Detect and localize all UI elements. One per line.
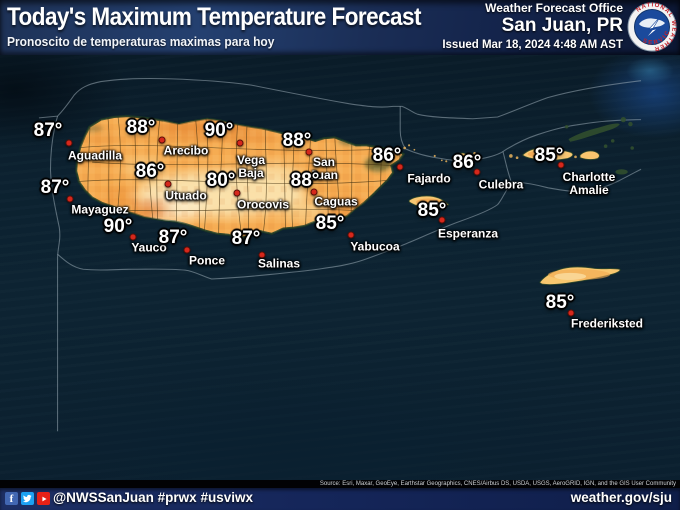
- office-block: Weather Forecast Office San Juan, PR Iss…: [442, 1, 623, 52]
- forecast-map: 87° Aguadilla 88° Arecibo 90° Vega Baja 88° San…: [0, 55, 680, 480]
- temp-label: 88°: [290, 170, 320, 191]
- temp-label: 85°: [315, 213, 345, 234]
- city-dot: [258, 251, 266, 259]
- city-dot: [567, 309, 575, 317]
- city-dot: [129, 233, 137, 241]
- british-virgin-islands: [564, 116, 634, 175]
- marine-zone-boundaries: [38, 78, 642, 432]
- city-dot: [183, 246, 191, 254]
- page-subtitle: Pronoscito de temperaturas maximas para …: [7, 35, 275, 49]
- offshore-islands: [403, 116, 634, 286]
- city-dot: [66, 195, 74, 203]
- social-icons: f: [5, 492, 50, 505]
- city-label: Yauco: [131, 240, 167, 255]
- temp-label: 88°: [126, 117, 156, 138]
- city-dot: [233, 189, 241, 197]
- temp-label: 88°: [282, 130, 312, 151]
- culebra-island: [453, 152, 472, 163]
- city-label: Caguas: [314, 194, 358, 209]
- footer-bar: f @NWSSanJuan #prwx #usviwx weather.gov/…: [0, 488, 680, 510]
- temp-label: 86°: [135, 161, 165, 182]
- city-label: Vega Baja: [236, 153, 266, 180]
- city-dot: [557, 161, 565, 169]
- temp-label: 87°: [158, 227, 188, 248]
- temp-label: 85°: [545, 292, 575, 313]
- header-bar: Today's Maximum Temperature Forecast Pro…: [0, 0, 680, 55]
- city-label: Charlotte Amalie: [562, 170, 616, 197]
- temp-label: 86°: [372, 145, 402, 166]
- map-layers: [38, 78, 642, 432]
- temp-label: 85°: [417, 200, 447, 221]
- temp-label: 90°: [204, 120, 234, 141]
- city-dot: [396, 163, 404, 171]
- city-label: Arecibo: [163, 143, 209, 158]
- social-handle: @NWSSanJuan #prwx #usviwx: [53, 490, 253, 505]
- city-label: Orocovis: [236, 197, 290, 212]
- city-dot: [164, 180, 172, 188]
- temp-label: 87°: [33, 120, 63, 141]
- issued-timestamp: Issued Mar 18, 2024 4:48 AM AST: [442, 39, 623, 52]
- city-label: San Juan: [309, 155, 339, 182]
- temp-label: 90°: [103, 216, 133, 237]
- city-dot: [310, 188, 318, 196]
- temp-label: 86°: [452, 152, 482, 173]
- city-dot: [158, 136, 166, 144]
- office-location: San Juan, PR: [501, 15, 623, 37]
- city-label: Ponce: [188, 253, 226, 268]
- city-label: Salinas: [257, 256, 301, 271]
- st-john-island: [579, 150, 601, 161]
- city-label: Mayaguez: [71, 202, 129, 217]
- city-dot: [347, 231, 355, 239]
- city-dot: [305, 148, 313, 156]
- city-dot: [236, 139, 244, 147]
- city-label: Aguadilla: [67, 148, 123, 163]
- puerto-rico-island: [75, 115, 406, 240]
- city-label: Esperanza: [437, 226, 499, 241]
- facebook-icon: f: [5, 492, 18, 505]
- nws-logo-icon: NATIONAL WEATHER SERVICE: [627, 2, 677, 52]
- stations-layer: 87° Aguadilla 88° Arecibo 90° Vega Baja 88° San…: [0, 55, 680, 480]
- youtube-icon: [37, 492, 50, 505]
- temp-label: 87°: [231, 228, 261, 249]
- page-title: Today's Maximum Temperature Forecast: [7, 3, 422, 31]
- map-attribution: Source: Esri, Maxar, GeoEye, Earthstar G…: [0, 480, 680, 488]
- temp-label: 85°: [534, 145, 564, 166]
- temp-label: 87°: [40, 177, 70, 198]
- city-label: Yabucoa: [350, 239, 400, 254]
- city-dot: [65, 139, 73, 147]
- city-label: Frederiksted: [570, 316, 644, 331]
- city-label: Utuado: [165, 188, 207, 203]
- twitter-icon: [21, 492, 34, 505]
- city-dot: [473, 168, 481, 176]
- temp-label: 80°: [206, 170, 236, 191]
- city-dot: [438, 216, 446, 224]
- website-url: weather.gov/sju: [570, 490, 672, 505]
- city-label: Fajardo: [407, 171, 451, 186]
- city-label: Culebra: [478, 177, 524, 192]
- office-name: Weather Forecast Office: [485, 1, 623, 15]
